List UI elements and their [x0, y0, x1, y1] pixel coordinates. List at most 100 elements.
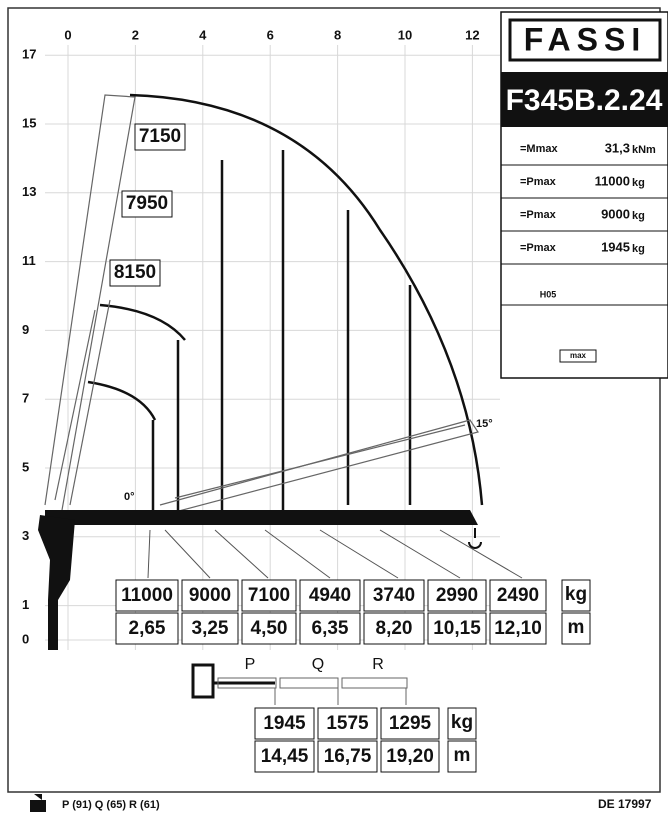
ext-label: R: [372, 656, 384, 673]
hose-icon: H05: [540, 289, 557, 299]
x-label: 2: [132, 27, 139, 42]
table-value: 3740: [373, 585, 415, 606]
y-label: 15: [22, 115, 36, 130]
spec-unit: kg: [632, 243, 645, 255]
table-cell: [317, 707, 378, 740]
grid: [45, 45, 500, 650]
boom-load-box: [134, 123, 186, 151]
x-label: 0: [64, 27, 71, 42]
unit: kg: [565, 584, 587, 605]
spec-label: =Pmax: [520, 242, 557, 254]
truck: [191, 663, 275, 699]
table-cell: [115, 612, 179, 645]
spec-value: 11000: [595, 173, 630, 188]
spec-value: 1945: [601, 239, 630, 254]
table-value: 2,65: [129, 618, 166, 639]
unit: m: [454, 745, 471, 766]
spec-label: =Mmax: [520, 143, 558, 155]
spec-unit: kg: [632, 177, 645, 189]
boom-load-box: [109, 259, 161, 287]
y-label: 0: [22, 631, 29, 646]
table-cell: [363, 612, 425, 645]
y-label: 5: [22, 459, 29, 474]
table-cell: [241, 612, 297, 645]
x-label: 6: [267, 27, 274, 42]
brand-box: [508, 18, 662, 62]
ext-label: Q: [312, 656, 324, 673]
y-label: 9: [22, 322, 29, 337]
y-label: 11: [22, 253, 36, 268]
boom-outlines: [44, 94, 479, 513]
x-label: 8: [334, 27, 341, 42]
spec-unit: kg: [632, 210, 645, 222]
model-box: [501, 72, 668, 127]
table-cell: [254, 707, 315, 740]
angle: 0°: [124, 491, 135, 503]
boom-load: 7950: [126, 193, 168, 214]
table-cell: [299, 579, 361, 612]
y-label: 13: [22, 184, 36, 199]
spec-value: 31,3: [605, 140, 630, 155]
table-value: 7100: [248, 585, 290, 606]
table-value: 11000: [121, 585, 173, 606]
table-value: 8,20: [376, 618, 413, 639]
table-cell: [115, 579, 179, 612]
table-value: 1575: [326, 713, 369, 734]
x-label: 10: [398, 27, 412, 42]
y-label: 1: [22, 597, 29, 612]
footer-icon: [30, 794, 46, 812]
table-cell: [427, 579, 487, 612]
table-cell: [181, 579, 239, 612]
angle: 15°: [476, 418, 493, 430]
table-value: 10,15: [433, 618, 481, 639]
model: F345B.2.24: [506, 84, 663, 117]
unit: kg: [451, 712, 473, 733]
table-value: 4940: [309, 585, 351, 606]
y-label: 17: [22, 47, 36, 62]
spec-value: 9000: [601, 206, 630, 221]
boom: [45, 510, 478, 525]
table-cell: [181, 612, 239, 645]
table-cell: [317, 740, 378, 773]
table-cell: [489, 612, 547, 645]
column: [38, 515, 75, 650]
max-icon: [559, 349, 597, 363]
table-value: 4,50: [251, 618, 288, 639]
table-cell: [254, 740, 315, 773]
y-label: 3: [22, 528, 29, 543]
brand: FASSI: [524, 21, 646, 57]
table-cell: [427, 612, 487, 645]
table-value: 14,45: [261, 746, 309, 767]
boom-load: 8150: [114, 262, 156, 283]
unit: m: [568, 617, 585, 638]
x-label: 12: [465, 27, 479, 42]
unit-cell: [447, 707, 477, 740]
unit-cell: [561, 579, 591, 612]
frame: [7, 7, 661, 793]
table-value: 16,75: [324, 746, 372, 767]
table-cell: [363, 579, 425, 612]
table-value: 3,25: [192, 618, 229, 639]
leaders: [147, 529, 523, 579]
boom-load-box: [121, 190, 173, 218]
spec-label: =Pmax: [520, 176, 557, 188]
table-cell: [380, 707, 440, 740]
ext-label: P: [245, 656, 256, 673]
table-cell: [489, 579, 547, 612]
table-cell: [299, 612, 361, 645]
max-label: max: [570, 351, 587, 360]
hook: [468, 528, 482, 549]
spec-label: =Pmax: [520, 209, 557, 221]
table-cell: [241, 579, 297, 612]
table-value: 6,35: [312, 618, 349, 639]
table-value: 1945: [263, 713, 306, 734]
y-label: 7: [22, 391, 29, 406]
ext-boxes: [217, 677, 408, 705]
unit-cell: [561, 612, 591, 645]
spec-panel: [500, 11, 668, 379]
table-value: 12,10: [494, 618, 542, 639]
footer-code: DE 17997: [598, 797, 652, 811]
table-value: 9000: [189, 585, 231, 606]
unit-cell: [447, 740, 477, 773]
